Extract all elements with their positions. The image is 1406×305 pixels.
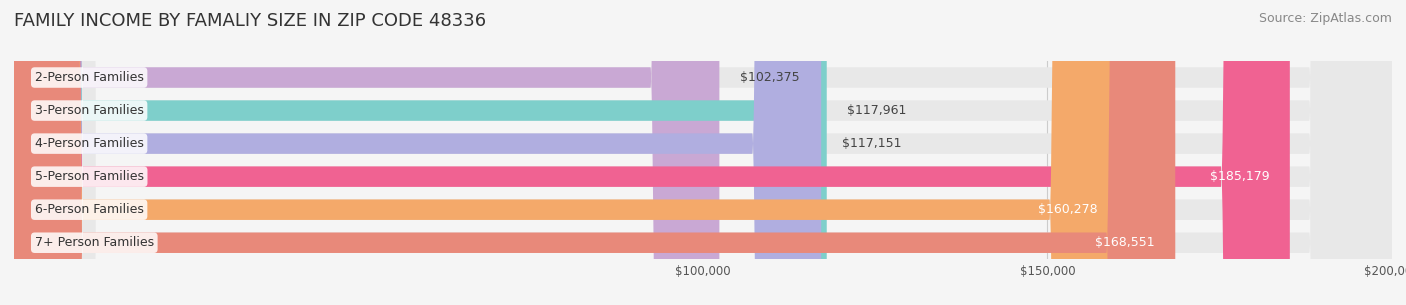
FancyBboxPatch shape bbox=[14, 0, 1392, 305]
Text: $102,375: $102,375 bbox=[740, 71, 800, 84]
FancyBboxPatch shape bbox=[14, 0, 1392, 305]
Text: 2-Person Families: 2-Person Families bbox=[35, 71, 143, 84]
FancyBboxPatch shape bbox=[14, 0, 821, 305]
Text: $160,278: $160,278 bbox=[1038, 203, 1098, 216]
FancyBboxPatch shape bbox=[14, 0, 1118, 305]
FancyBboxPatch shape bbox=[14, 0, 1289, 305]
Text: $168,551: $168,551 bbox=[1095, 236, 1154, 249]
FancyBboxPatch shape bbox=[14, 0, 1392, 305]
Text: 6-Person Families: 6-Person Families bbox=[35, 203, 143, 216]
FancyBboxPatch shape bbox=[14, 0, 827, 305]
FancyBboxPatch shape bbox=[14, 0, 720, 305]
FancyBboxPatch shape bbox=[14, 0, 1392, 305]
Text: FAMILY INCOME BY FAMALIY SIZE IN ZIP CODE 48336: FAMILY INCOME BY FAMALIY SIZE IN ZIP COD… bbox=[14, 12, 486, 30]
Text: $117,151: $117,151 bbox=[842, 137, 901, 150]
Text: 4-Person Families: 4-Person Families bbox=[35, 137, 143, 150]
FancyBboxPatch shape bbox=[14, 0, 1392, 305]
Text: $117,961: $117,961 bbox=[848, 104, 907, 117]
Text: 7+ Person Families: 7+ Person Families bbox=[35, 236, 153, 249]
FancyBboxPatch shape bbox=[14, 0, 1175, 305]
Text: 5-Person Families: 5-Person Families bbox=[35, 170, 143, 183]
Text: $185,179: $185,179 bbox=[1209, 170, 1270, 183]
Text: 3-Person Families: 3-Person Families bbox=[35, 104, 143, 117]
Text: Source: ZipAtlas.com: Source: ZipAtlas.com bbox=[1258, 12, 1392, 25]
FancyBboxPatch shape bbox=[14, 0, 1392, 305]
